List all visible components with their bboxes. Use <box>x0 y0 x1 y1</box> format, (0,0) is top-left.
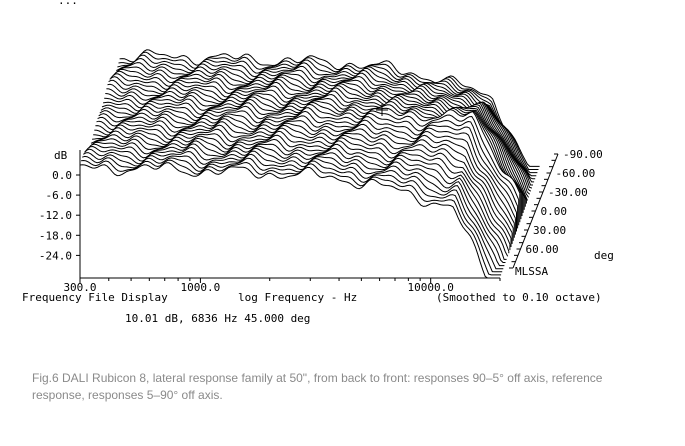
response-curve-85 <box>81 159 502 276</box>
depth-axis-unit-label: deg <box>594 249 614 262</box>
response-curve-60 <box>86 143 507 260</box>
y-tick-label: -12.0 <box>39 209 72 222</box>
response-curve-0 <box>99 103 521 194</box>
y-tick-label: -24.0 <box>39 249 72 262</box>
y-tick-label: 0.0 <box>52 169 72 182</box>
response-curve-65 <box>85 145 506 263</box>
response-curve--85 <box>118 51 539 170</box>
depth-tick-label: 0.00 <box>541 205 568 218</box>
response-curve--50 <box>110 73 532 192</box>
response-curve-50 <box>88 137 510 252</box>
smoothing-note: (Smoothed to 0.10 octave) <box>436 291 602 304</box>
response-curve--45 <box>109 76 531 195</box>
plot-frame <box>76 104 559 283</box>
response-curve--65 <box>113 66 535 183</box>
depth-tick-label: -90.00 <box>563 148 603 161</box>
y-tick-label: -18.0 <box>39 229 72 242</box>
response-curve--75 <box>116 57 537 177</box>
figure-caption: Fig.6 DALI Rubicon 8, lateral response f… <box>32 371 603 402</box>
response-curve-30 <box>93 124 514 229</box>
response-curve--5 <box>100 101 522 194</box>
waterfall-plot: 0.0 -6.0 -12.0 -18.0 -24.0 300.0 1000.0 10000.0… <box>22 0 614 325</box>
mlssa-label: MLSSA <box>515 265 548 278</box>
response-curve--90 <box>119 49 540 167</box>
waterfall-figure: 0.0 -6.0 -12.0 -18.0 -24.0 300.0 1000.0 10000.0… <box>22 0 614 402</box>
footer-left-label: Frequency File Display <box>22 291 168 304</box>
y-axis-unit-label: dB <box>54 149 68 162</box>
response-curve-35 <box>92 127 513 234</box>
response-curve-10 <box>97 110 519 207</box>
response-curve-70 <box>84 148 505 267</box>
response-curve-90 <box>79 162 500 279</box>
response-curve-45 <box>89 134 511 245</box>
response-curve-15 <box>96 115 517 213</box>
y-tick-label: -6.0 <box>46 189 73 202</box>
x-tick-label: 1000.0 <box>181 281 221 294</box>
axis-labels: 0.0 -6.0 -12.0 -18.0 -24.0 300.0 1000.0 10000.0… <box>39 148 603 294</box>
x-axis-title: log Frequency - Hz <box>238 291 357 304</box>
response-curve-75 <box>83 152 504 270</box>
response-curve-80 <box>82 155 503 273</box>
response-curve-20 <box>95 118 516 219</box>
response-curve--80 <box>117 54 538 174</box>
x-tick-label: 300.0 <box>63 281 96 294</box>
response-curves <box>79 49 540 279</box>
response-curve-40 <box>90 130 512 239</box>
cursor-readout: 10.01 dB, 6836 Hz 45.000 deg <box>125 312 310 325</box>
depth-tick-label: 60.00 <box>526 243 559 256</box>
x-tick-label: 10000.0 <box>408 281 454 294</box>
depth-tick-label: -30.00 <box>548 186 588 199</box>
response-curve-55 <box>87 140 509 257</box>
response-curve--70 <box>114 62 536 180</box>
response-curve-25 <box>94 121 515 224</box>
top-fragment-text: ... <box>58 0 78 7</box>
response-curve--55 <box>111 70 533 189</box>
depth-tick-label: -60.00 <box>556 167 596 180</box>
response-curve-5 <box>98 107 520 200</box>
depth-tick-label: 30.00 <box>533 224 566 237</box>
